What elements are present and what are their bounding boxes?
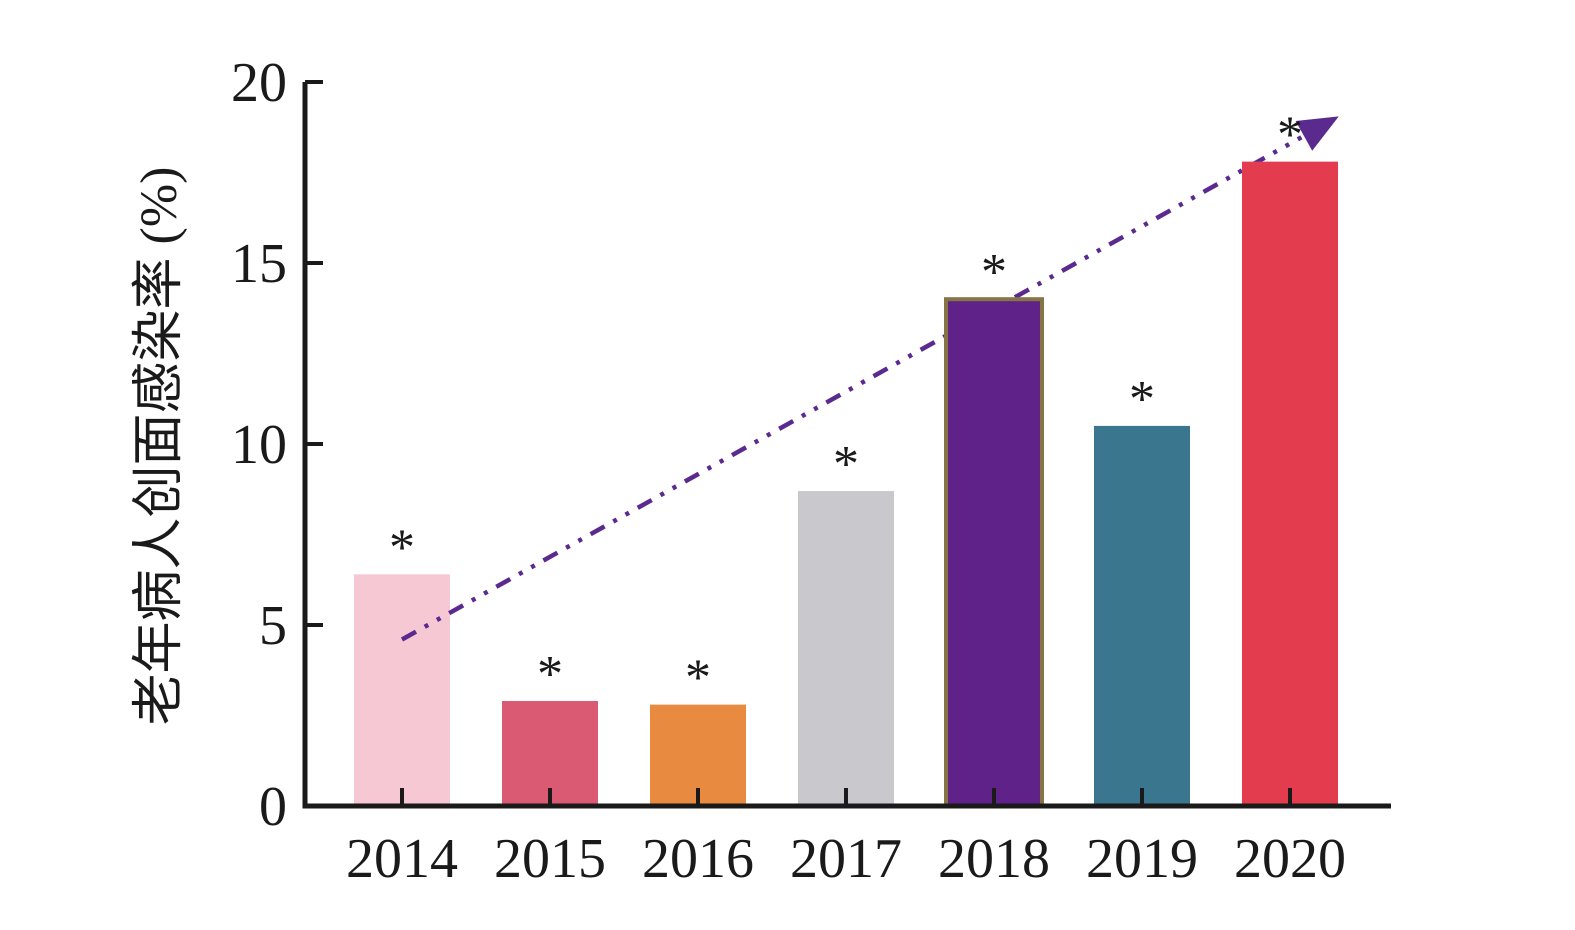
x-tick-label: 2016	[642, 828, 754, 890]
significance-star: *	[389, 519, 415, 576]
x-tick-label: 2015	[494, 828, 606, 890]
x-tick-label: 2020	[1234, 828, 1346, 890]
bar-2017	[798, 491, 894, 806]
trend-line-layer	[400, 135, 1303, 642]
significance-star: *	[1277, 107, 1303, 164]
significance-star: *	[685, 650, 711, 707]
y-tick-label: 0	[259, 776, 287, 838]
bar-layer	[502, 161, 1338, 808]
x-tick-label: 2017	[790, 828, 902, 890]
significance-star: *	[981, 244, 1007, 301]
trend-line	[400, 135, 1303, 642]
trend-arrowhead-icon	[1295, 116, 1339, 151]
x-tick-label: 2019	[1086, 828, 1198, 890]
significance-star: *	[833, 436, 859, 493]
axes-layer	[302, 80, 1391, 809]
x-tick-label: 2014	[346, 828, 458, 890]
bar-2020	[1242, 161, 1338, 806]
labels-layer: 0 5 10 15 20 2014 2015 2016 2017 2018 2019 2020 * * * *…	[231, 52, 1346, 890]
y-tick-label: 5	[259, 595, 287, 657]
y-tick-label: 10	[231, 414, 287, 476]
y-axis-title: 老年病人创面感染率 (%)	[131, 167, 188, 726]
bar-2014	[354, 574, 450, 806]
significance-star: *	[537, 646, 563, 703]
significance-star: *	[1129, 371, 1155, 428]
y-tick-label: 15	[231, 233, 287, 295]
x-tick-label: 2018	[938, 828, 1050, 890]
bar-2018	[944, 297, 1044, 808]
y-tick-label: 20	[231, 52, 287, 114]
bar-2019	[1094, 425, 1190, 806]
bar-layer-under-trend	[354, 574, 450, 806]
